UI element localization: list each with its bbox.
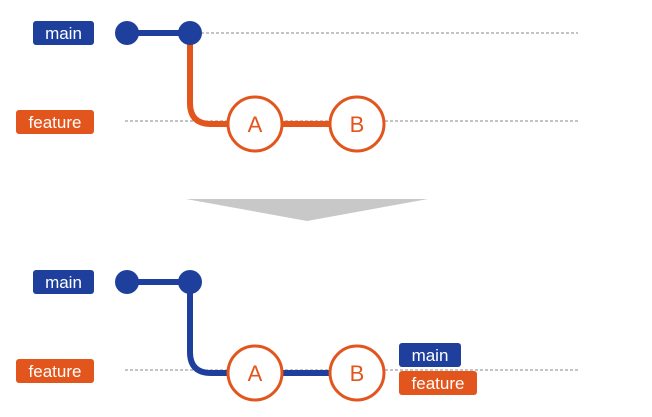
main-branch-label: main xyxy=(33,21,94,45)
feature-tip-label-text: feature xyxy=(412,374,465,393)
commit-b: B xyxy=(330,346,384,400)
before-panel: main feature A B xyxy=(16,21,578,151)
main-tip-label: main xyxy=(399,343,461,367)
feature-branch-label: feature xyxy=(16,359,94,383)
main-commit-dot xyxy=(178,270,202,294)
main-tip-label-text: main xyxy=(412,346,449,365)
main-commit-dot xyxy=(178,21,202,45)
commit-a-label: A xyxy=(248,361,263,386)
main-branch-label: main xyxy=(33,270,94,294)
main-commit-dot xyxy=(115,21,139,45)
commit-b-label: B xyxy=(350,361,365,386)
feature-branch-label: feature xyxy=(16,110,94,134)
feature-branch-label-text: feature xyxy=(29,362,82,381)
main-commit-dot xyxy=(115,270,139,294)
commit-b: B xyxy=(330,97,384,151)
feature-tip-label: feature xyxy=(399,371,477,395)
commit-a: A xyxy=(228,346,282,400)
after-panel: main feature A B main feature xyxy=(16,270,578,400)
commit-a: A xyxy=(228,97,282,151)
commit-b-label: B xyxy=(350,112,365,137)
main-branch-label-text: main xyxy=(45,24,82,43)
down-arrow-icon xyxy=(186,199,428,221)
feature-branch-label-text: feature xyxy=(29,113,82,132)
main-branch-label-text: main xyxy=(45,273,82,292)
commit-a-label: A xyxy=(248,112,263,137)
